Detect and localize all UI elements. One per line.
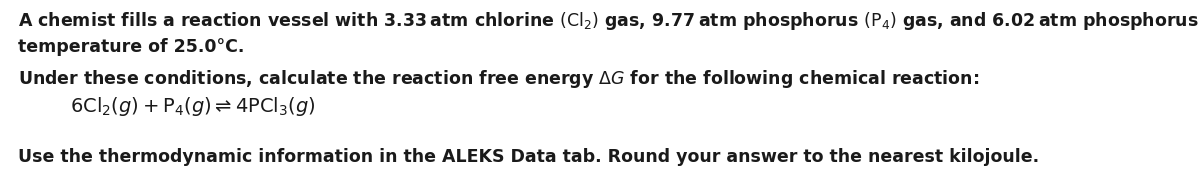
- Text: Use the thermodynamic information in the ALEKS Data tab. Round your answer to th: Use the thermodynamic information in the…: [18, 148, 1039, 166]
- Text: Under these conditions, calculate the reaction free energy $\Delta G$ for the fo: Under these conditions, calculate the re…: [18, 68, 979, 90]
- Text: temperature of 25.0°C.: temperature of 25.0°C.: [18, 38, 245, 56]
- Text: $6\mathrm{Cl_2}(g)+\mathrm{P_4}(g)\rightleftharpoons 4\mathrm{PCl_3}(g)$: $6\mathrm{Cl_2}(g)+\mathrm{P_4}(g)\right…: [70, 95, 316, 118]
- Text: A chemist fills a reaction vessel with 3.33 atm chlorine $\left(\mathrm{Cl_2}\ri: A chemist fills a reaction vessel with 3…: [18, 10, 1200, 32]
